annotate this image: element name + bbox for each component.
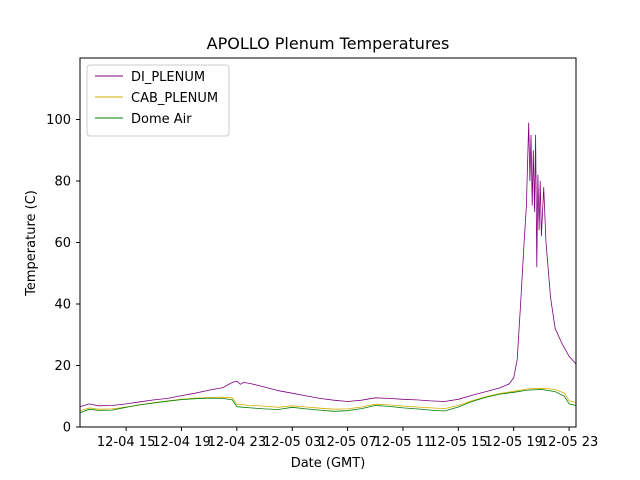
legend-label-1: CAB_PLENUM <box>131 91 218 106</box>
series-line-2 <box>79 389 577 414</box>
y-axis-label: Temperature (C) <box>24 190 39 297</box>
x-tick-label-1: 12-04 19 <box>152 435 210 450</box>
y-axis: 0 20 40 60 80 100 <box>46 113 80 436</box>
x-tick-label-7: 12-05 19 <box>484 435 542 450</box>
legend-label-0: DI_PLENUM <box>131 70 205 85</box>
y-tick-label-2: 40 <box>54 298 71 313</box>
y-tick-label-5: 100 <box>46 113 71 128</box>
x-tick-label-5: 12-05 11 <box>374 435 432 450</box>
y-tick-label-3: 60 <box>54 236 71 251</box>
x-tick-label-4: 12-05 07 <box>318 435 376 450</box>
y-tick-label-1: 20 <box>54 359 71 374</box>
x-tick-label-6: 12-05 15 <box>429 435 487 450</box>
series-lines <box>79 122 577 414</box>
y-tick-label-4: 80 <box>54 175 71 190</box>
x-tick-label-0: 12-04 15 <box>97 435 155 450</box>
legend: DI_PLENUM CAB_PLENUM Dome Air <box>86 64 230 137</box>
x-tick-label-3: 12-05 03 <box>263 435 321 450</box>
x-tick-label-8: 12-05 23 <box>540 435 598 450</box>
chart-title: APOLLO Plenum Temperatures <box>207 34 450 53</box>
legend-label-2: Dome Air <box>131 112 192 127</box>
y-tick-label-0: 0 <box>63 421 71 436</box>
x-axis-label: Date (GMT) <box>291 456 366 471</box>
series-line-0 <box>79 122 577 408</box>
x-tick-label-2: 12-04 23 <box>208 435 266 450</box>
